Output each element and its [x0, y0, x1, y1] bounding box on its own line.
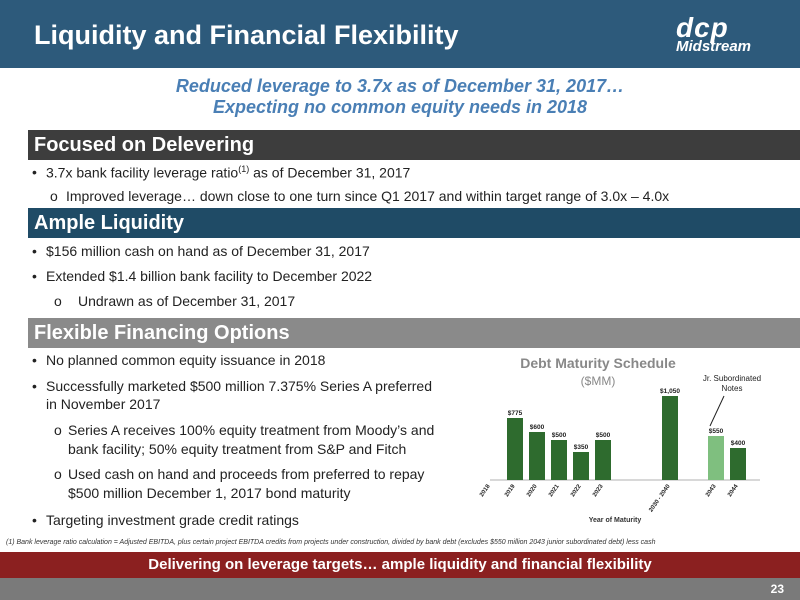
debt-maturity-chart: Debt Maturity Schedule ($MM) Jr. Subordi…	[479, 355, 761, 524]
bar-2019	[507, 418, 523, 480]
bar-2023	[595, 440, 611, 480]
sub-bullet-text: Used cash on hand and proceeds from pref…	[68, 466, 425, 482]
bullet-dot: •	[32, 352, 37, 368]
bar-2020	[529, 432, 545, 480]
x-tick-label: 2021	[548, 483, 561, 498]
bullet-series-a-cont: in November 2017	[46, 396, 161, 412]
x-tick-label: 2019	[504, 483, 517, 498]
footnote-ref: (1)	[238, 164, 250, 174]
x-tick-label: 2030 - 2040	[648, 483, 672, 513]
bullet-text: Successfully marketed $500 million 7.375…	[46, 378, 432, 394]
x-tick-label: 2043	[705, 483, 718, 498]
section-header-liquidity: Ample Liquidity	[28, 208, 800, 238]
section-header-financing: Flexible Financing Options	[28, 318, 800, 348]
bullet-dot: •	[32, 243, 37, 259]
subtitle-line-1: Reduced leverage to 3.7x as of December …	[175, 76, 625, 96]
page-number: 23	[770, 582, 784, 596]
bar-2021	[551, 440, 567, 480]
sub-bullet-circle: o	[54, 293, 62, 309]
bar-value-label: $400	[731, 440, 746, 447]
bullet-text: Targeting investment grade credit rating…	[46, 512, 299, 528]
bullet-text: $156 million cash on hand as of December…	[46, 243, 370, 259]
footnote: (1) Bank leverage ratio calculation = Ad…	[6, 539, 656, 546]
logo-mark: dcp	[676, 12, 729, 43]
bar-2043	[708, 436, 724, 480]
bar-value-label: $350	[574, 444, 589, 451]
sub-bullet-repay-cont: $500 million December 1, 2017 bond matur…	[68, 485, 351, 501]
bar-value-label: $775	[508, 410, 523, 417]
bar-value-label: $600	[530, 424, 545, 431]
bullet-text: Extended $1.4 billion bank facility to D…	[46, 268, 373, 284]
bar-value-label: $500	[552, 432, 567, 439]
bar-value-label: $1,050	[660, 388, 680, 395]
chart-annotation: Jr. Subordinated Notes	[703, 374, 761, 393]
footer-tagline: Delivering on leverage targets… ample li…	[0, 552, 800, 578]
x-axis-title: Year of Maturity	[589, 517, 642, 524]
sub-bullet-text: Improved leverage… down close to one tur…	[66, 188, 670, 204]
sub-bullet-circle: o	[54, 466, 62, 482]
chart-title: Debt Maturity Schedule	[520, 355, 676, 371]
bar-2044	[730, 448, 746, 480]
sub-bullet-text: Series A receives 100% equity treatment …	[68, 422, 435, 438]
sub-bullet-text: Undrawn as of December 31, 2017	[78, 293, 296, 309]
logo-subtext: Midstream	[676, 38, 752, 55]
bullet-text: No planned common equity issuance in 201…	[46, 352, 326, 368]
chart-subtitle: ($MM)	[581, 374, 616, 388]
bar-value-label: $550	[709, 428, 724, 435]
x-tick-label: 2022	[570, 483, 583, 498]
sub-bullet-circle: o	[50, 188, 58, 204]
subtitle-line-2: Expecting no common equity needs in 2018	[212, 97, 588, 117]
sub-bullet-circle: o	[54, 422, 62, 438]
bar-2022	[573, 452, 589, 480]
x-tick-label: 2020	[526, 483, 539, 498]
bullet-dot: •	[32, 378, 37, 394]
bullet-dot: •	[32, 512, 37, 528]
x-tick-label: 2018	[479, 483, 492, 498]
header-bar: Liquidity and Financial Flexibility dcp …	[0, 0, 800, 68]
bullet-dot: •	[32, 268, 37, 284]
x-tick-label: 2044	[727, 483, 740, 498]
annotation-pointer	[709, 395, 725, 427]
bar-2030-2040	[662, 396, 678, 480]
section-header-delevering: Focused on Delevering	[28, 130, 800, 160]
bar-value-label: $500	[596, 432, 611, 439]
x-tick-label: 2023	[592, 483, 605, 498]
page-title: Liquidity and Financial Flexibility	[34, 20, 459, 50]
company-logo: dcp Midstream	[668, 12, 778, 58]
sub-bullet-equity-treatment-cont: bank facility; 50% equity treatment from…	[68, 441, 407, 457]
footer-strip: 23	[0, 578, 800, 600]
bullet-dot: •	[32, 164, 37, 180]
bullet-text: 3.7x bank facility leverage ratio(1) as …	[46, 164, 411, 181]
